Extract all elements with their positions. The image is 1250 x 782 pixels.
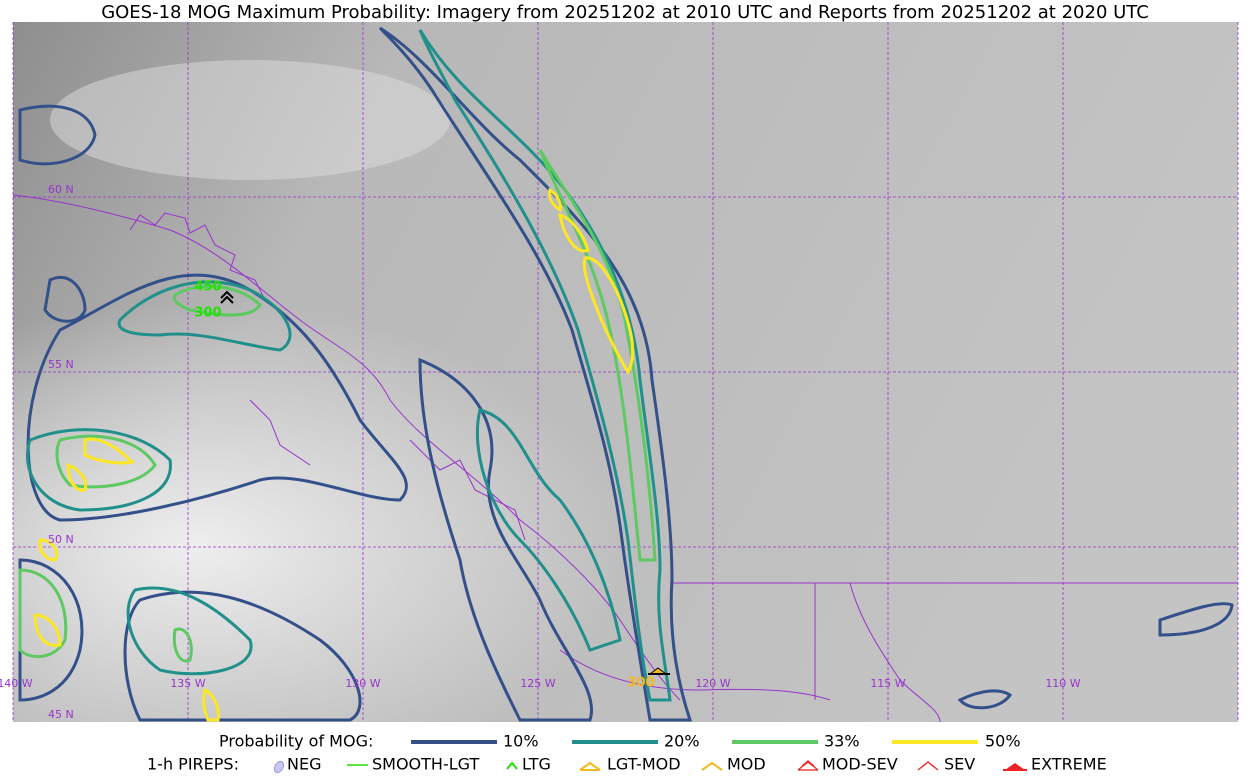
contours — [18, 26, 1234, 722]
legend-label: 50% — [985, 732, 1021, 751]
lat-label: 60 N — [48, 183, 74, 196]
coastline — [12, 194, 1238, 723]
lat-labels: 60 N 55 N 50 N 45 N — [48, 183, 74, 721]
lon-label: 125 W — [520, 677, 555, 690]
reports: 450 300 300 — [194, 280, 670, 691]
legend-label: SEV — [944, 755, 975, 774]
legend-label: MOD — [727, 755, 766, 774]
legend: Probability of MOG: 10% 20% 33% 50% 1-h … — [147, 732, 1107, 774]
lat-label: 50 N — [48, 533, 74, 546]
lat-label: 55 N — [48, 358, 74, 371]
report-label: 450 — [194, 280, 221, 295]
report-label: 300 — [194, 306, 221, 321]
legend-label: 10% — [503, 732, 539, 751]
lon-label: 120 W — [695, 677, 730, 690]
lon-label: 140 W — [0, 677, 33, 690]
legend-label: LTG — [522, 755, 551, 774]
legend-label: EXTREME — [1031, 755, 1107, 774]
legend-title: 1-h PIREPS: — [147, 755, 239, 774]
legend-label: MOD-SEV — [822, 755, 898, 774]
legend-label: 33% — [824, 732, 860, 751]
map: 60 N 55 N 50 N 45 N 140 W 135 W 130 W 12… — [0, 22, 1239, 723]
lon-label: 115 W — [870, 677, 905, 690]
lon-label: 130 W — [345, 677, 380, 690]
legend-label: NEG — [287, 755, 321, 774]
title: GOES-18 MOG Maximum Probability: Imagery… — [101, 2, 1149, 23]
legend-title: Probability of MOG: — [219, 732, 373, 751]
lon-label: 110 W — [1045, 677, 1080, 690]
lon-labels: 140 W 135 W 130 W 125 W 120 W 115 W 110 … — [0, 677, 1081, 690]
legend-label: SMOOTH-LGT — [372, 755, 479, 774]
lat-label: 45 N — [48, 708, 74, 721]
lon-label: 135 W — [170, 677, 205, 690]
grid — [12, 22, 1239, 722]
legend-label: LGT-MOD — [607, 755, 681, 774]
legend-label: 20% — [664, 732, 700, 751]
report-label: 300 — [627, 676, 654, 691]
